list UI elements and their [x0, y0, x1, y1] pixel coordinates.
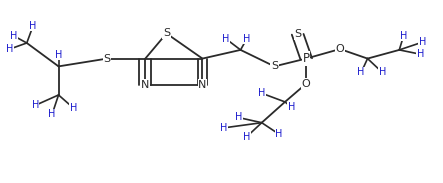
Text: N: N: [141, 80, 149, 89]
Text: P: P: [303, 52, 310, 65]
Text: H: H: [358, 68, 365, 77]
Text: N: N: [198, 80, 206, 89]
Text: S: S: [294, 29, 301, 39]
Text: H: H: [417, 49, 424, 59]
Text: H: H: [243, 132, 251, 142]
Text: H: H: [31, 100, 39, 110]
Text: S: S: [104, 54, 111, 64]
Text: H: H: [55, 50, 62, 60]
Text: H: H: [243, 34, 251, 44]
Text: H: H: [220, 123, 227, 133]
Text: H: H: [10, 31, 18, 41]
Text: H: H: [275, 129, 282, 139]
Text: H: H: [400, 31, 407, 41]
Text: H: H: [70, 103, 77, 113]
Text: O: O: [302, 79, 311, 89]
Text: H: H: [288, 102, 295, 112]
Text: H: H: [258, 88, 265, 98]
Text: O: O: [336, 44, 344, 54]
Text: S: S: [271, 61, 278, 71]
Text: H: H: [235, 113, 242, 122]
Text: H: H: [48, 109, 56, 119]
Text: H: H: [6, 44, 14, 54]
Text: S: S: [163, 28, 170, 38]
Text: H: H: [222, 34, 229, 44]
Text: H: H: [379, 68, 386, 77]
Text: H: H: [419, 37, 426, 47]
Text: H: H: [29, 21, 37, 31]
